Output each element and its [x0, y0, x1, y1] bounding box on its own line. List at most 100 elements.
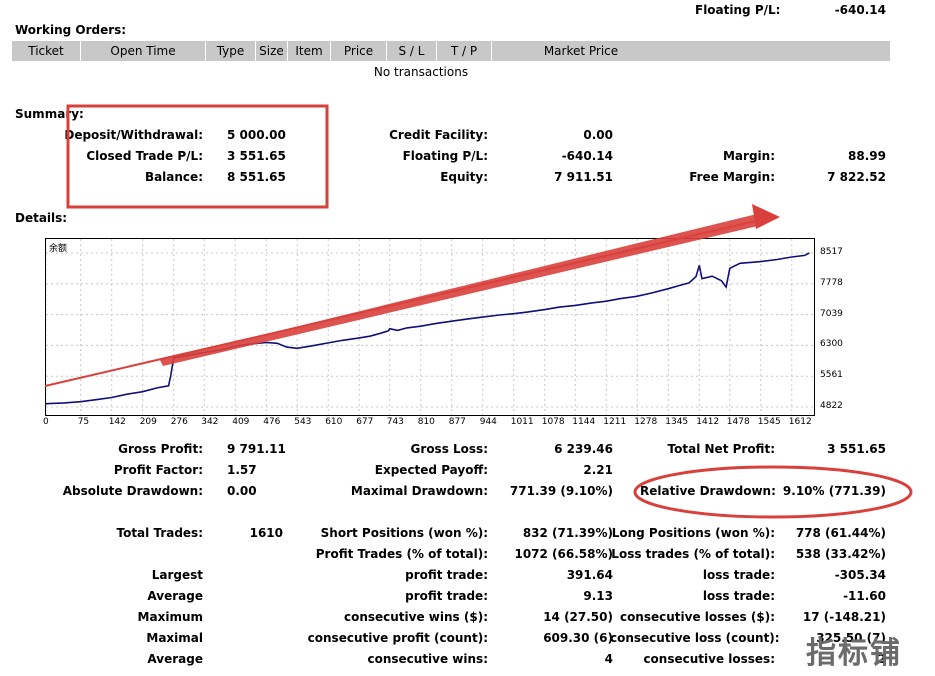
- x-tick-label: 743: [386, 417, 404, 427]
- max-consecutive-losses-label: consecutive losses ($):: [619, 610, 775, 624]
- free-margin-value: 7 822.52: [827, 170, 886, 184]
- avg-consecutive-losses-value: 2: [877, 652, 886, 666]
- average-label: Average: [147, 589, 203, 603]
- gross-loss-value: 6 239.46: [554, 442, 613, 456]
- trend-arrow-body: [160, 212, 765, 366]
- max-consecutive-losses-value: 17 (-148.21): [802, 610, 886, 624]
- average-profit-label: profit trade:: [405, 589, 488, 603]
- x-tick-label: 476: [263, 417, 281, 427]
- working-orders-title: Working Orders:: [15, 23, 127, 37]
- total-net-label: Total Net Profit:: [667, 442, 775, 456]
- x-tick-label: 1011: [510, 417, 534, 427]
- y-tick-label: 8517: [820, 247, 843, 257]
- y-tick-label: 5561: [820, 370, 843, 381]
- largest-loss-value: -305.34: [834, 568, 886, 582]
- details-title: Details:: [15, 211, 68, 225]
- max-consecutive-wins-label: consecutive wins ($):: [343, 610, 488, 624]
- total-net-value: 3 551.65: [827, 442, 886, 456]
- credit-value: 0.00: [583, 128, 613, 142]
- abs-drawdown-label: Absolute Drawdown:: [62, 484, 203, 498]
- balance-value: 8 551.65: [227, 170, 286, 184]
- summary-floating-label: Floating P/L:: [402, 149, 488, 163]
- avg-consecutive-wins-value: 4: [604, 652, 613, 666]
- x-tick-label: 677: [356, 417, 374, 427]
- col-ticket[interactable]: Ticket: [12, 41, 81, 61]
- col-type[interactable]: Type: [206, 41, 256, 61]
- x-tick-label: 1612: [788, 417, 812, 427]
- working-orders-header: Ticket Open Time Type Size Item Price S …: [12, 41, 890, 61]
- y-tick-label: 4822: [820, 401, 843, 411]
- rel-drawdown-label: Relative Drawdown:: [640, 484, 776, 498]
- x-tick-label: 409: [232, 417, 250, 427]
- watermark-logo: 指标铺: [806, 636, 902, 671]
- average-loss-value: -11.60: [843, 589, 886, 603]
- balance-label: Balance:: [144, 170, 203, 184]
- y-tick-label: 7778: [820, 277, 843, 288]
- x-tick-label: 209: [139, 417, 157, 427]
- gross-profit-value: 9 791.11: [227, 442, 286, 456]
- profit-factor-label: Profit Factor:: [113, 463, 203, 477]
- max-drawdown-label: Maximal Drawdown:: [350, 484, 488, 498]
- x-tick-label: 142: [108, 417, 126, 427]
- gross-profit-label: Gross Profit:: [118, 442, 203, 456]
- x-tick-label: 1144: [572, 417, 596, 427]
- rel-drawdown-value: 9.10% (771.39): [782, 484, 886, 498]
- profit-trades-value: 1072 (66.58%): [514, 547, 613, 561]
- x-tick-label: 543: [294, 417, 312, 427]
- col-market-price[interactable]: Market Price: [543, 44, 619, 58]
- summary-highlight-box: [66, 104, 329, 209]
- deposit-value: 5 000.00: [227, 128, 286, 142]
- col-open-time[interactable]: Open Time: [81, 41, 206, 61]
- x-tick-label: 75: [77, 417, 90, 427]
- chart-title: 余额: [49, 244, 68, 254]
- average2-label: Average: [147, 652, 203, 666]
- x-tick-label: 0: [43, 417, 49, 427]
- profit-trades-label: Profit Trades (% of total):: [315, 547, 488, 561]
- x-tick-label: 610: [325, 417, 343, 427]
- x-tick-label: 342: [201, 417, 219, 427]
- short-positions-label: Short Positions (won %):: [320, 526, 488, 540]
- equity-label: Equity:: [440, 170, 488, 184]
- col-sl[interactable]: S / L: [387, 41, 437, 61]
- maximal-loss-label: consecutive loss (count):: [610, 631, 780, 645]
- x-tick-label: 1211: [603, 417, 627, 427]
- top-floating-label: Floating P/L:: [695, 3, 781, 17]
- closed-pl-value: 3 551.65: [227, 149, 286, 163]
- margin-value: 88.99: [848, 149, 886, 163]
- drawdown-highlight-ellipse: [633, 465, 913, 519]
- gross-loss-label: Gross Loss:: [410, 442, 488, 456]
- x-tick-label: 1545: [757, 417, 781, 427]
- average-loss-label: loss trade:: [702, 589, 775, 603]
- total-trades-label: Total Trades:: [116, 526, 203, 540]
- x-tick-label: 1078: [541, 417, 565, 427]
- credit-label: Credit Facility:: [389, 128, 488, 142]
- maximal-loss-value: 325.50 (7): [816, 631, 886, 645]
- closed-pl-label: Closed Trade P/L:: [86, 149, 203, 163]
- avg-consecutive-wins-label: consecutive wins:: [367, 652, 488, 666]
- balance-chart: 余额: [45, 238, 815, 416]
- expected-payoff-label: Expected Payoff:: [374, 463, 488, 477]
- total-trades-value: 1610: [249, 526, 283, 540]
- x-tick-label: 1345: [665, 417, 689, 427]
- loss-trades-label: Loss trades (% of total):: [611, 547, 775, 561]
- x-tick-label: 877: [448, 417, 466, 427]
- max-consecutive-wins-value: 14 (27.50): [543, 610, 613, 624]
- y-tick-label: 6300: [820, 339, 843, 350]
- col-tp[interactable]: T / P: [437, 41, 492, 61]
- average-profit-value: 9.13: [583, 589, 613, 603]
- col-item[interactable]: Item: [288, 41, 331, 61]
- x-tick-label: 1278: [634, 417, 658, 427]
- abs-drawdown-value: 0.00: [227, 484, 257, 498]
- free-margin-label: Free Margin:: [689, 170, 775, 184]
- long-positions-label: Long Positions (won %):: [611, 526, 775, 540]
- maximal-label: Maximal: [146, 631, 203, 645]
- equity-value: 7 911.51: [554, 170, 613, 184]
- trend-arrow-head: [752, 204, 780, 229]
- col-size[interactable]: Size: [256, 41, 288, 61]
- x-tick-label: 944: [479, 417, 497, 427]
- col-price[interactable]: Price: [331, 41, 387, 61]
- margin-label: Margin:: [722, 149, 775, 163]
- largest-profit-value: 391.64: [566, 568, 613, 582]
- loss-trades-value: 538 (33.42%): [795, 547, 886, 561]
